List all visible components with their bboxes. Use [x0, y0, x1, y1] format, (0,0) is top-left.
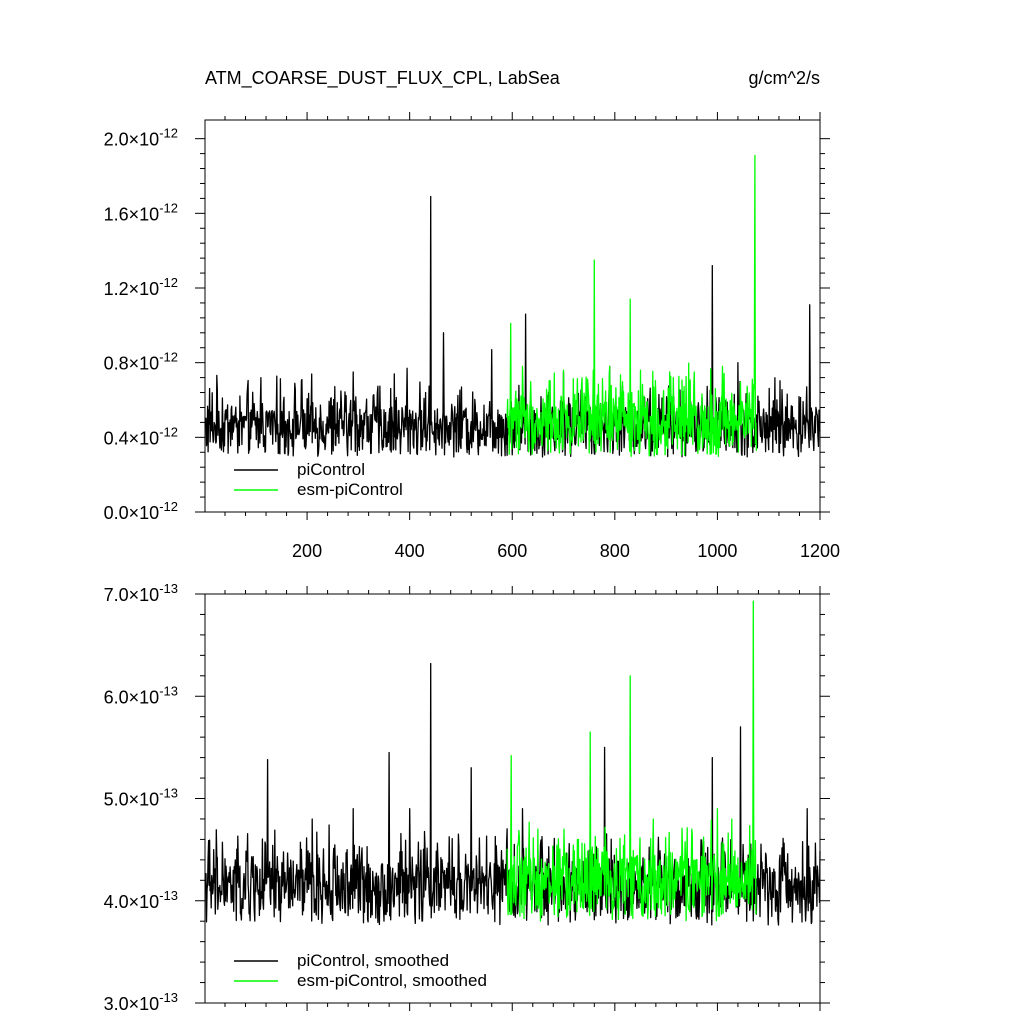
- top-y-tick-label: 0.8×10-12: [104, 350, 178, 374]
- bottom-y-tick-label: 4.0×10-13: [104, 888, 178, 912]
- top-panel: 200 400 600 800 1000 1200 0.0×10-12 0.4×10-12 0.…: [104, 112, 840, 561]
- top-x-tick-label: 800: [600, 541, 630, 561]
- chart-title: ATM_COARSE_DUST_FLUX_CPL, LabSea: [205, 68, 561, 89]
- bottom-y-tick-label: 3.0×10-13: [104, 990, 178, 1014]
- top-x-tick-label: 400: [395, 541, 425, 561]
- top-y-tick-label: 1.2×10-12: [104, 275, 178, 299]
- top-legend-label: piControl: [297, 460, 365, 479]
- top-x-tick-label: 1000: [697, 541, 737, 561]
- bottom-panel: 3.0×10-13 4.0×10-13 5.0×10-13 6.0×10-13 7.0×…: [104, 581, 830, 1014]
- bottom-series-esm-picontrol-line: [506, 600, 758, 922]
- bottom-y-tick-label: 7.0×10-13: [104, 581, 178, 605]
- top-legend-label: esm-piControl: [297, 480, 403, 499]
- top-x-tick-label: 1200: [800, 541, 840, 561]
- units-label: g/cm^2/s: [749, 68, 820, 88]
- bottom-legend-label: esm-piControl, smoothed: [297, 971, 487, 990]
- top-series-esm-picontrol-line: [506, 154, 758, 458]
- top-y-tick-label: 0.0×10-12: [104, 499, 178, 523]
- top-y-tick-label: 1.6×10-12: [104, 200, 178, 224]
- bottom-legend-label: piControl, smoothed: [297, 951, 449, 970]
- top-x-tick-label: 600: [497, 541, 527, 561]
- bottom-y-tick-label: 6.0×10-13: [104, 683, 178, 707]
- bottom-y-tick-label: 5.0×10-13: [104, 786, 178, 810]
- top-y-tick-label: 0.4×10-12: [104, 424, 178, 448]
- top-y-tick-label: 2.0×10-12: [104, 126, 178, 150]
- top-x-tick-label: 200: [292, 541, 322, 561]
